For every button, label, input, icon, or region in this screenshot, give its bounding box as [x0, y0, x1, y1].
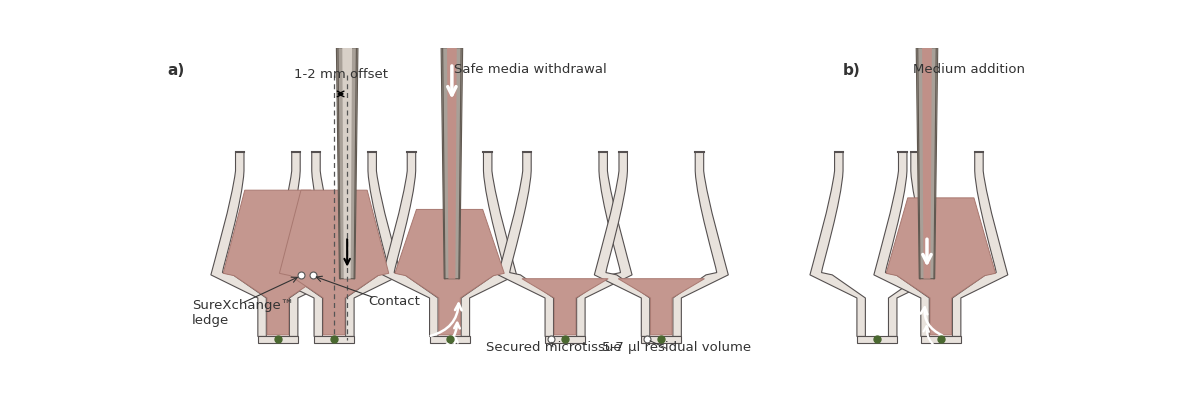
PathPatch shape [809, 152, 866, 337]
PathPatch shape [889, 152, 944, 337]
PathPatch shape [346, 152, 401, 337]
PathPatch shape [223, 191, 333, 335]
PathPatch shape [886, 198, 996, 335]
Text: a): a) [167, 62, 184, 77]
PathPatch shape [395, 210, 504, 335]
PathPatch shape [461, 152, 516, 337]
PathPatch shape [289, 152, 345, 337]
Text: Safe media withdrawal: Safe media withdrawal [454, 62, 607, 75]
Text: Medium addition: Medium addition [913, 62, 1026, 75]
Polygon shape [336, 49, 358, 279]
Text: b): b) [842, 62, 860, 77]
Polygon shape [342, 49, 352, 279]
Polygon shape [522, 279, 608, 335]
Polygon shape [447, 49, 456, 279]
Polygon shape [619, 279, 705, 335]
Text: Secured microtissue: Secured microtissue [485, 341, 621, 354]
Polygon shape [258, 337, 298, 343]
PathPatch shape [594, 152, 650, 337]
PathPatch shape [383, 152, 438, 337]
Polygon shape [922, 49, 932, 279]
Polygon shape [916, 49, 938, 279]
Text: SureXchange™
ledge: SureXchange™ ledge [192, 298, 293, 326]
Polygon shape [441, 49, 462, 279]
Polygon shape [545, 337, 585, 343]
PathPatch shape [280, 191, 389, 335]
PathPatch shape [952, 152, 1008, 337]
Polygon shape [641, 337, 681, 343]
Text: 5-7 µl residual volume: 5-7 µl residual volume [602, 341, 752, 354]
PathPatch shape [673, 152, 728, 337]
PathPatch shape [576, 152, 632, 337]
PathPatch shape [211, 152, 267, 337]
Polygon shape [430, 337, 470, 343]
Text: 1-2 mm offset: 1-2 mm offset [293, 68, 388, 81]
PathPatch shape [267, 152, 323, 337]
Polygon shape [313, 337, 354, 343]
PathPatch shape [874, 152, 930, 337]
Polygon shape [921, 337, 961, 343]
PathPatch shape [498, 152, 554, 337]
Text: Contact: Contact [369, 294, 420, 307]
Polygon shape [856, 337, 897, 343]
